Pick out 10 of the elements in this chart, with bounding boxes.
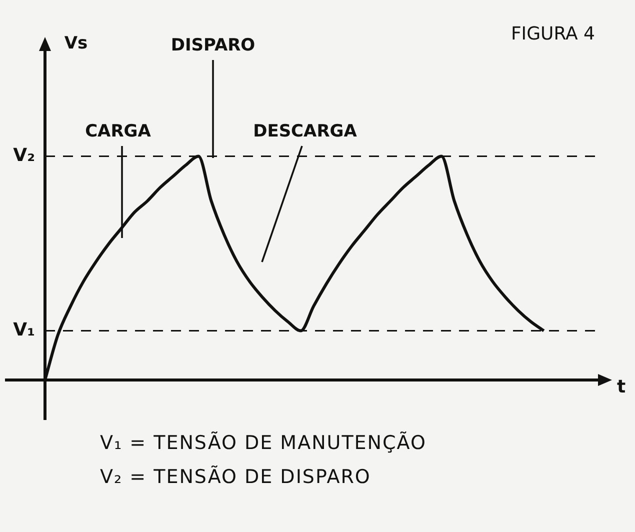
text: CARGA [85, 121, 152, 142]
ref-line-label: V₂ [13, 144, 35, 166]
text: Vs [64, 33, 88, 54]
x-axis-title: t [617, 376, 626, 398]
chart-title: FIGURA 4 [510, 23, 595, 44]
text: V₁ = TENSÃO DE MANUTENÇÃO [100, 430, 428, 456]
text: V₂ = TENSÃO DE DISPARO [100, 464, 372, 490]
ref-line-label: V₁ [13, 319, 35, 340]
text: DISPARO [170, 35, 256, 56]
text: DESCARGA [253, 121, 358, 142]
